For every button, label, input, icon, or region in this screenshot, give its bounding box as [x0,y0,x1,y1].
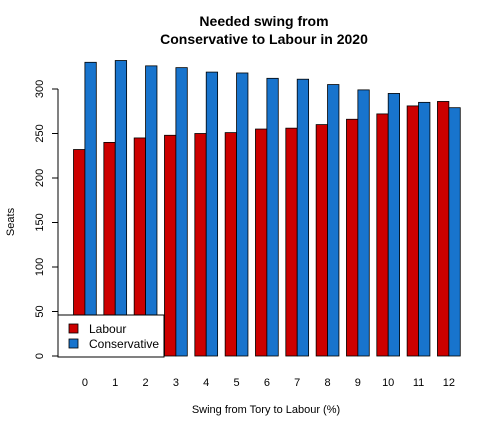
y-axis: 0 50 100 150 200 250 300 [34,80,59,359]
x-tick-label: 9 [355,377,361,389]
bar-conservative [266,77,279,357]
bar-labour [224,132,237,357]
y-tick-label: 0 [34,353,46,359]
y-tick-label: 200 [34,169,46,187]
legend-box [57,314,165,358]
chart-title-line1: Needed swing from [199,13,328,29]
bar-conservative [418,101,431,357]
legend-label: Labour [89,322,126,336]
bar-conservative [205,71,219,357]
x-tick-labels: 0 1 2 3 4 5 6 7 8 9 10 11 12 [82,377,455,389]
x-tick-label: 0 [82,377,88,389]
bar-labour [194,133,207,357]
x-tick-label: 5 [233,377,239,389]
bar-conservative [236,72,249,357]
bar-conservative [357,89,370,357]
x-axis-label: Swing from Tory to Labour (%) [192,404,340,416]
y-tick-label: 300 [34,80,46,98]
chart-title-line2: Conservative to Labour in 2020 [160,31,368,47]
bar-labour [315,124,328,357]
y-tick-label: 100 [34,258,46,276]
x-tick-label: 8 [324,377,330,389]
bar-labour [346,118,359,357]
x-tick-label: 6 [264,377,270,389]
bar-labour [285,127,298,357]
bar-conservative [84,61,97,357]
bar-conservative [296,78,310,357]
bar-conservative [448,107,461,357]
x-tick-label: 1 [112,377,118,389]
bar-labour [376,113,389,357]
bar-conservative [175,67,188,357]
bar-conservative [145,65,158,357]
legend-swatch [68,338,79,349]
x-tick-label: 2 [142,377,148,389]
bars [73,60,461,357]
bar-labour [164,134,177,357]
y-tick-label: 150 [34,213,46,231]
y-tick-label: 50 [34,305,46,317]
x-tick-label: 7 [294,377,300,389]
bar-conservative [327,84,340,357]
y-axis-label: Seats [5,207,17,236]
x-tick-label: 10 [382,377,394,389]
legend-label: Conservative [89,337,159,351]
bar-conservative [114,60,128,357]
x-tick-label: 11 [413,377,424,389]
x-tick-label: 4 [203,377,209,389]
x-tick-label: 3 [173,377,179,389]
bar-labour [406,105,419,357]
legend-swatch [68,323,79,334]
bar-labour [255,128,268,357]
y-tick-label: 250 [34,124,46,142]
x-tick-label: 12 [443,377,455,389]
bar-labour [437,101,450,357]
bar-conservative [387,93,401,357]
